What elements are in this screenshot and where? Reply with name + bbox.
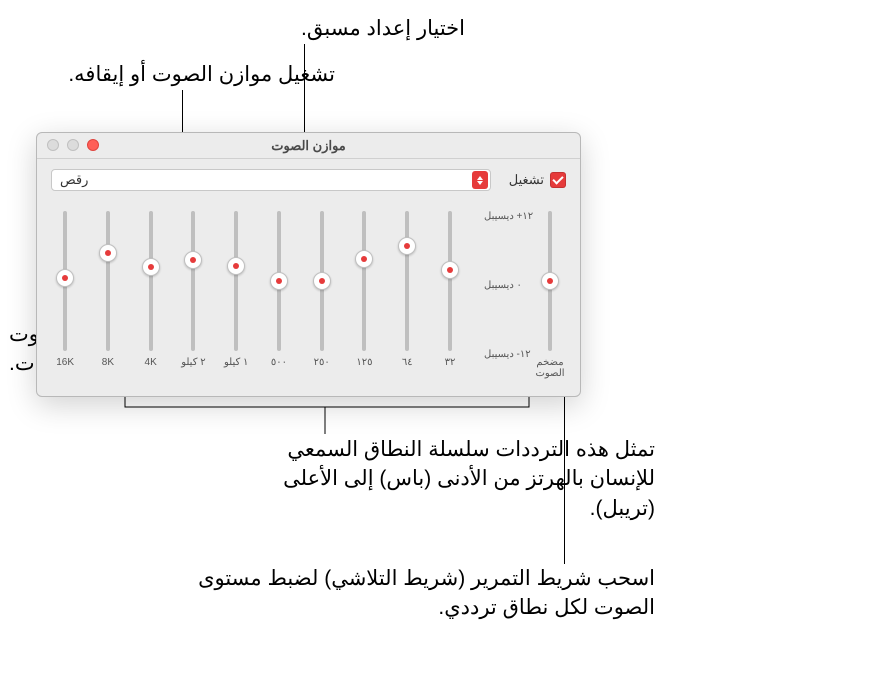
band-track[interactable] xyxy=(320,211,324,351)
band-track[interactable] xyxy=(405,211,409,351)
on-toggle[interactable]: تشغيل xyxy=(509,172,566,188)
band-slider-8[interactable]: 8K xyxy=(94,203,122,384)
band-freq-label: ٣٢ xyxy=(445,357,456,368)
band-thumb[interactable] xyxy=(227,257,245,275)
window-title: موازن الصوت xyxy=(37,133,580,159)
preset-select[interactable]: رقص xyxy=(51,169,491,191)
band-thumb[interactable] xyxy=(99,244,117,262)
equalizer-window: موازن الصوت تشغيل رقص مضخم الصوت ١٢+ ديس… xyxy=(36,132,581,397)
callout-bands: تمثل هذه الترددات سلسلة النطاق السمعي لل… xyxy=(235,435,655,523)
minimize-icon xyxy=(67,139,79,151)
bands-bracket xyxy=(124,393,530,435)
callout-preset: اختيار إعداد مسبق. xyxy=(195,14,465,43)
callout-onoff: تشغيل موازن الصوت أو إيقافه. xyxy=(15,60,335,89)
maximize-icon xyxy=(47,139,59,151)
equalizer-body: مضخم الصوت ١٢+ ديسيبل ٠ ديسيبل ١٢- ديسيب… xyxy=(37,199,580,394)
preset-value: رقص xyxy=(60,172,88,188)
close-icon[interactable] xyxy=(87,139,99,151)
controls-row: تشغيل رقص xyxy=(37,159,580,199)
on-label: تشغيل xyxy=(509,172,544,188)
band-track[interactable] xyxy=(362,211,366,351)
band-slider-7[interactable]: 4K xyxy=(137,203,165,384)
band-thumb[interactable] xyxy=(355,250,373,268)
band-track[interactable] xyxy=(234,211,238,351)
preamp-label: مضخم الصوت xyxy=(534,357,566,379)
band-thumb[interactable] xyxy=(398,237,416,255)
preamp-thumb[interactable] xyxy=(541,272,559,290)
band-freq-label: ٢ كيلو xyxy=(181,357,205,368)
band-thumb[interactable] xyxy=(184,251,202,269)
band-track[interactable] xyxy=(191,211,195,351)
callout-slider: اسحب شريط التمرير (شريط التلاشي) لضبط مس… xyxy=(135,564,655,623)
bands-container: ٣٢ ٦٤ ١٢٥ ٢٥٠ ٥٠٠ ١ كيلو ٢ كيلو 4K 8K 16K xyxy=(51,203,464,384)
band-thumb[interactable] xyxy=(441,261,459,279)
band-track[interactable] xyxy=(277,211,281,351)
band-freq-label: 16K xyxy=(56,357,74,368)
band-slider-9[interactable]: 16K xyxy=(51,203,79,384)
checkbox-icon xyxy=(550,172,566,188)
band-freq-label: ٢٥٠ xyxy=(314,357,330,368)
band-slider-6[interactable]: ٢ كيلو xyxy=(179,203,207,384)
band-slider-3[interactable]: ٢٥٠ xyxy=(308,203,336,384)
band-thumb[interactable] xyxy=(142,258,160,276)
band-track[interactable] xyxy=(106,211,110,351)
band-thumb[interactable] xyxy=(270,272,288,290)
band-slider-0[interactable]: ٣٢ xyxy=(436,203,464,384)
band-slider-4[interactable]: ٥٠٠ xyxy=(265,203,293,384)
preamp-slider[interactable] xyxy=(548,211,552,351)
band-slider-1[interactable]: ٦٤ xyxy=(393,203,421,384)
select-arrows-icon xyxy=(472,171,488,189)
band-freq-label: ١٢٥ xyxy=(356,357,372,368)
band-track[interactable] xyxy=(149,211,153,351)
band-freq-label: ٥٠٠ xyxy=(271,357,287,368)
band-freq-label: ١ كيلو xyxy=(224,357,248,368)
traffic-lights xyxy=(47,139,99,151)
band-freq-label: ٦٤ xyxy=(402,357,413,368)
band-freq-label: 8K xyxy=(102,357,114,368)
band-track[interactable] xyxy=(63,211,67,351)
band-slider-5[interactable]: ١ كيلو xyxy=(222,203,250,384)
titlebar: موازن الصوت xyxy=(37,133,580,159)
band-track[interactable] xyxy=(448,211,452,351)
preamp-column: مضخم الصوت ١٢+ ديسيبل ٠ ديسيبل ١٢- ديسيب… xyxy=(482,203,566,384)
db-labels: ١٢+ ديسيبل ٠ ديسيبل ١٢- ديسيبل xyxy=(484,203,534,384)
band-freq-label: 4K xyxy=(145,357,157,368)
band-thumb[interactable] xyxy=(56,269,74,287)
band-slider-2[interactable]: ١٢٥ xyxy=(350,203,378,384)
band-thumb[interactable] xyxy=(313,272,331,290)
